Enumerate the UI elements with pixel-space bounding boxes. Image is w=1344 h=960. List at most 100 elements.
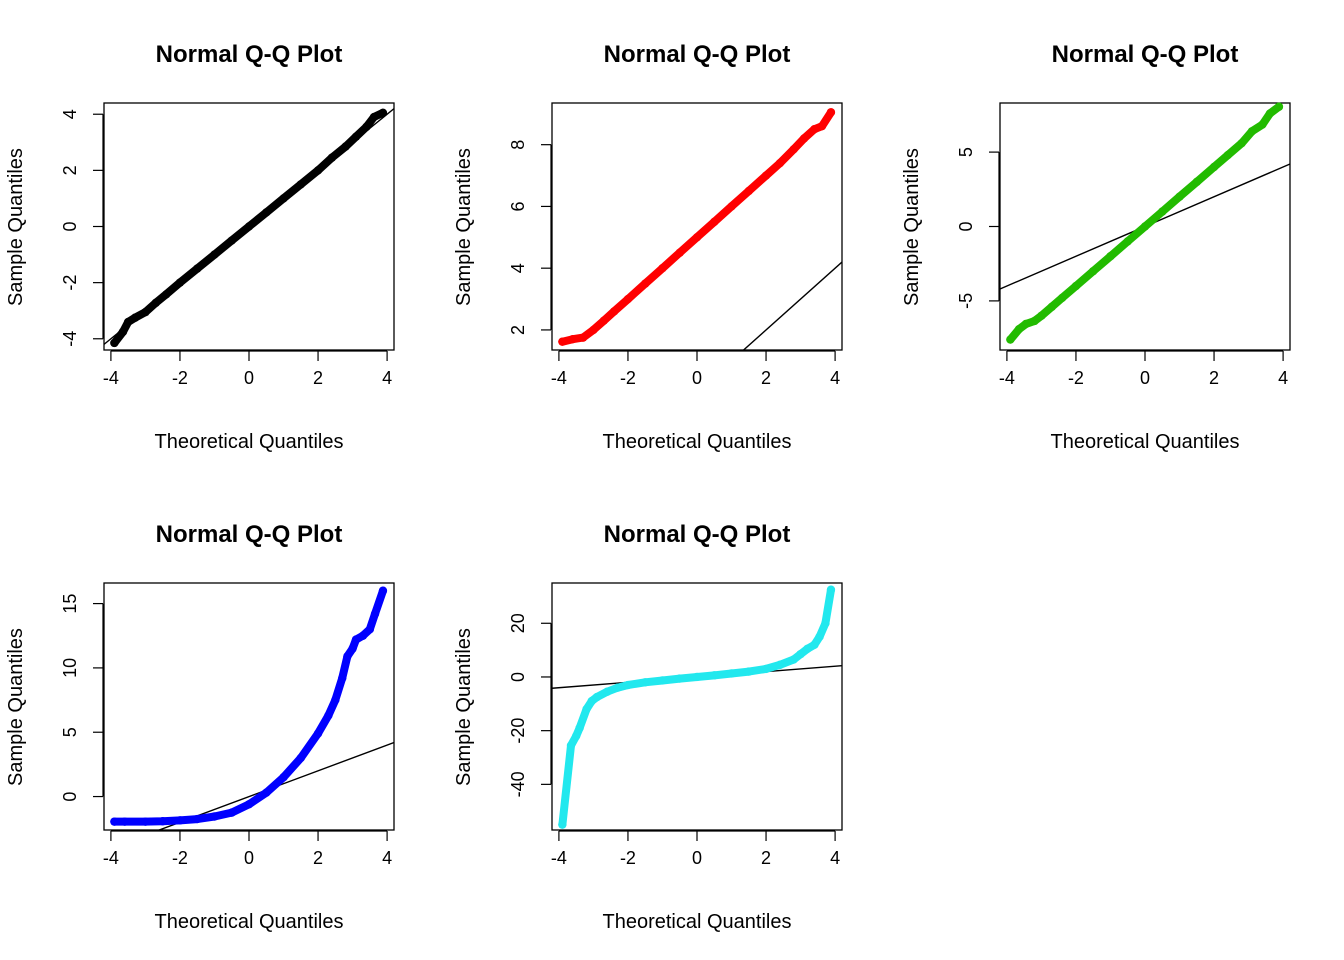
panel-1-x-axis-label: Theoretical Quantiles [155,431,344,453]
panel-2-x-tick-label-2: 0 [692,368,702,388]
panel-4-y-tick-label-3: 15 [60,594,80,614]
panel-2-x-tick-label-3: 2 [761,368,771,388]
panel-2-point-3 [589,325,598,335]
panel-5-title: Normal Q-Q Plot [604,521,791,548]
panel-1-point-7 [175,278,185,287]
panel-2-y-axis-label: Sample Quantiles [453,148,475,306]
panel-2-title: Normal Q-Q Plot [604,41,791,68]
panel-1-y-axis-label: Sample Quantiles [5,148,27,306]
panel-5-point-18 [775,660,785,670]
panel-3-point-13 [1175,192,1184,201]
panel-3-point-7 [1071,281,1081,291]
panel-3-point-12 [1158,207,1167,216]
panel-2-point-14 [761,171,771,180]
panel-2-point-7 [641,279,650,288]
panel-1-point-12 [262,208,271,217]
panel-3-y-tick-label-1: 0 [956,221,976,231]
panel-4-point-3 [158,817,167,826]
panel-5-point-6 [592,692,602,702]
panel-3-frame [999,102,1291,351]
panel-2-point-10 [692,233,702,242]
panel-2-point-12 [727,202,736,211]
panel-2-qq-reference-line [742,261,842,350]
panel-1-point-20 [369,112,379,122]
panel-1-point-1 [118,327,128,336]
panel-5-point-19 [789,655,798,664]
panel-4-plot-area: -4 -2 0 2 4 0 5 10 15 [60,582,395,868]
panel-4-x-axis-label: Theoretical Quantiles [155,911,344,933]
panel-1-plot-area: -4 -2 0 2 4 -4 -2 0 2 4 [60,102,395,388]
panel-4-point-5 [193,814,202,824]
panel-3-point-21 [1274,102,1284,111]
panel-5-point-16 [744,667,753,676]
panel-4-point-trail [110,586,387,826]
panel-3-y-tick-label-0: -5 [956,293,976,309]
panel-4-point-14 [331,695,340,705]
panel-1-point-9 [210,250,219,259]
panel-3-x-tick-label-3: 2 [1209,368,1219,388]
panel-1-point-11 [244,222,254,231]
panel-3-y-axis-label: Sample Quantiles [901,148,923,306]
panel-2-point-20 [826,108,836,117]
panel-2-y-tick-label-1: 4 [508,263,528,273]
panel-4-point-1 [120,817,129,826]
panel-1-point-trail [110,108,387,347]
panel-2-point-4 [599,316,608,325]
panel-4-point-13 [324,711,333,720]
panel-4-point-15 [338,673,347,683]
panel-1-point-6 [161,290,171,299]
panel-5-point-13 [692,672,702,682]
panel-2-point-2 [578,333,588,342]
panel-3-point-2 [1021,319,1031,329]
panel-4-point-16 [343,652,352,661]
panel-5-point-11 [658,676,667,685]
panel-5-y-axis-label: Sample Quantiles [453,628,475,786]
panel-3-point-10 [1123,237,1132,246]
panel-3-point-4 [1037,311,1046,320]
panel-2-point-15 [775,159,785,168]
panel-1-y-tick-label-2: 0 [60,221,80,231]
panel-1-frame [103,102,395,351]
panel-4-point-6 [210,812,219,821]
panel-4-point-7 [227,808,236,817]
panel-5-point-22 [810,640,819,649]
qq-panel-5: Normal Q-Q Plot Theoretical Quantiles Sa… [453,521,843,933]
panel-3-point-20 [1265,109,1275,118]
panel-4-x-tick-label-3: 2 [313,848,323,868]
panel-4-x-tick-label-4: 4 [382,848,392,868]
panel-1-point-21 [378,108,388,118]
panel-5-x-tick-label-0: -4 [551,848,567,868]
panel-3-point-18 [1247,127,1257,136]
panel-1-x-tick-label-0: -4 [103,368,119,388]
panel-5-y-tick-label-0: -40 [508,771,528,797]
panel-2-point-17 [799,134,809,143]
panel-1-point-14 [296,180,305,189]
panel-5-point-3 [575,723,584,733]
panel-2-y-tick-label-0: 2 [508,325,528,335]
panel-1-point-13 [279,194,288,203]
panel-2-point-1 [568,334,577,344]
panel-4-title: Normal Q-Q Plot [156,521,343,548]
panel-5-y-tick-label-2: 0 [508,672,528,682]
panel-4-y-tick-label-1: 5 [60,727,80,737]
qq-panel-3: Normal Q-Q Plot Theoretical Quantiles Sa… [901,41,1291,453]
panel-5-point-9 [623,680,633,690]
panel-3-point-1 [1014,324,1024,334]
panel-1-y-tick-label-3: 2 [60,165,80,175]
panel-2-x-axis-label: Theoretical Quantiles [603,431,792,453]
panel-4-y-tick-label-0: 0 [60,792,80,802]
qq-panel-2: Normal Q-Q Plot Theoretical Quantiles Sa… [453,41,843,453]
panel-2-point-5 [609,307,619,316]
panel-1-point-16 [327,153,337,162]
panel-2-point-13 [744,186,753,196]
panel-4-point-18 [351,635,361,644]
panel-5-point-17 [761,664,771,674]
qq-panel-4: Normal Q-Q Plot Theoretical Quantiles Sa… [5,521,395,933]
panel-2-plot-area: -4 -2 0 2 4 2 4 6 8 [508,102,843,388]
panel-4-y-axis-label: Sample Quantiles [5,628,27,786]
panel-5-point-24 [821,619,830,628]
panel-2-x-tick-label-0: -4 [551,368,567,388]
panel-3-point-8 [1089,266,1098,276]
panel-1-point-2 [123,317,133,327]
